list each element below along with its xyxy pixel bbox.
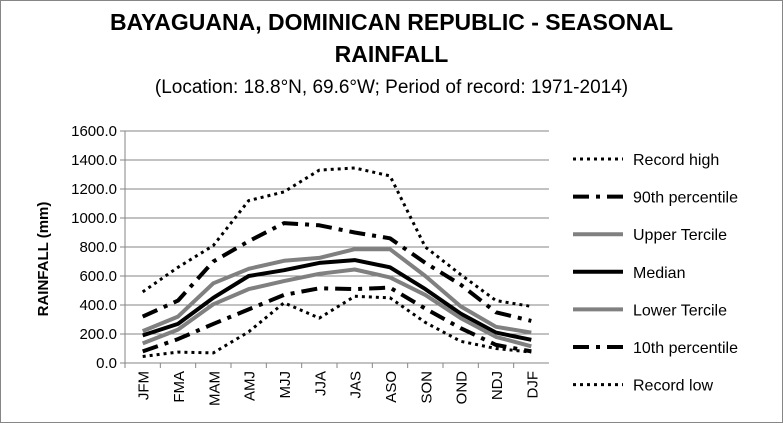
x-tick-label: JJA bbox=[312, 371, 329, 396]
series-line-lower-tercile bbox=[141, 267, 532, 349]
x-tick-label: JAS bbox=[348, 371, 365, 399]
y-tick-label: 1200.0 bbox=[71, 181, 117, 198]
series-line-record-low bbox=[142, 294, 532, 358]
legend-label: Record low bbox=[633, 378, 713, 395]
x-tick-label: SON bbox=[418, 371, 435, 404]
legend-label: Upper Tercile bbox=[633, 227, 727, 244]
legend-label: Record high bbox=[633, 152, 719, 169]
legend-label: Median bbox=[633, 265, 685, 282]
series-lines bbox=[141, 166, 532, 358]
legend: Record high 90th percentile Upper Tercile M… bbox=[573, 152, 738, 395]
x-tick-label: AMJ bbox=[242, 371, 259, 401]
y-axis-label: RAINFALL (mm) bbox=[35, 202, 52, 317]
x-tick-label: MAM bbox=[206, 371, 223, 406]
x-tick-label: NDJ bbox=[489, 371, 506, 400]
chart-title-line-2: RAINFALL bbox=[334, 41, 449, 67]
grid-lines bbox=[120, 130, 549, 364]
chart-title-line-1: BAYAGUANA, DOMINICAN REPUBLIC - SEASONAL bbox=[109, 9, 674, 35]
y-tick-label: 200.0 bbox=[79, 326, 117, 343]
x-tick-label: DJF bbox=[524, 371, 541, 399]
legend-label: 90th percentile bbox=[633, 190, 738, 207]
x-tick-label: ASO bbox=[383, 371, 400, 403]
y-tick-label: 1000.0 bbox=[71, 210, 117, 227]
series-line-median bbox=[142, 258, 532, 342]
y-tick-labels: 0.0 200.0 400.0 600.0 800.0 1000.0 1200.0 1400.… bbox=[71, 123, 117, 372]
x-tick-label: FMA bbox=[171, 371, 188, 403]
legend-label: 10th percentile bbox=[633, 340, 738, 357]
series-line-record-high bbox=[141, 166, 532, 308]
y-tick-label: 400.0 bbox=[79, 297, 117, 314]
series-line-upper-tercile bbox=[141, 247, 532, 335]
x-tick-label: MJJ bbox=[277, 371, 294, 399]
x-tick-label: OND bbox=[454, 371, 471, 405]
y-tick-label: 800.0 bbox=[79, 239, 117, 256]
series-line-90th-percentile bbox=[141, 221, 532, 323]
y-tick-label: 0.0 bbox=[96, 355, 117, 372]
chart-subtitle: (Location: 18.8°N, 69.6°W; Period of rec… bbox=[154, 77, 629, 98]
legend-label: Lower Tercile bbox=[633, 302, 727, 319]
y-tick-label: 1400.0 bbox=[71, 152, 117, 169]
y-tick-label: 600.0 bbox=[79, 268, 117, 285]
y-tick-label: 1600.0 bbox=[71, 123, 117, 140]
series-line-10th-percentile bbox=[142, 285, 532, 354]
x-tick-labels: JFM FMA MAM AMJ MJJ JJA JAS ASO SON OND NDJ DJF bbox=[124, 363, 541, 406]
x-tick-label: JFM bbox=[136, 371, 153, 400]
